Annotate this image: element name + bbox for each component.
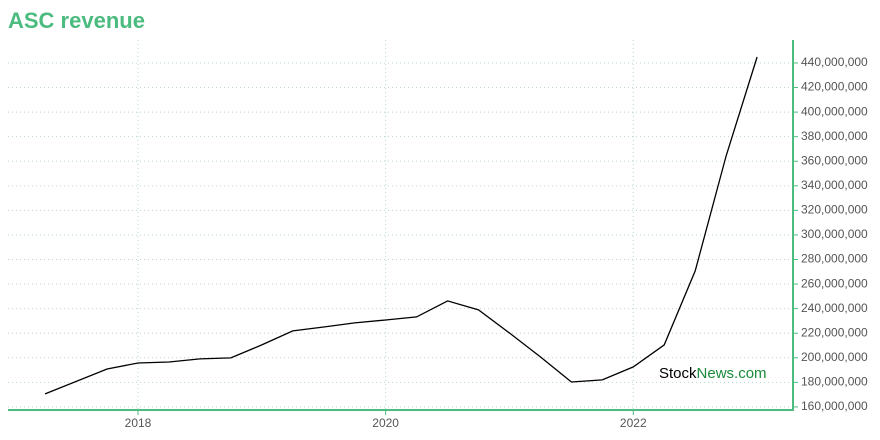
x-tick-label: 2022 xyxy=(620,416,647,430)
series-line xyxy=(44,56,758,395)
y-tick-label: 160,000,000 xyxy=(801,399,868,413)
y-tick-label: 400,000,000 xyxy=(801,104,868,118)
y-tick-label: 240,000,000 xyxy=(801,301,868,315)
watermark-part: Stock xyxy=(659,365,697,382)
y-tick-label: 260,000,000 xyxy=(801,276,868,290)
y-tick-label: 200,000,000 xyxy=(801,350,868,364)
y-tick-label: 340,000,000 xyxy=(801,178,868,192)
y-tick-label: 180,000,000 xyxy=(801,375,868,389)
x-tick-label: 2020 xyxy=(372,416,399,430)
y-tick-label: 220,000,000 xyxy=(801,325,868,339)
watermark: StockNews.com xyxy=(659,365,767,382)
y-tick-label: 360,000,000 xyxy=(801,153,868,167)
y-tick-label: 380,000,000 xyxy=(801,129,868,143)
watermark-part: News.com xyxy=(697,365,767,382)
y-tick-label: 420,000,000 xyxy=(801,80,868,94)
y-tick-label: 300,000,000 xyxy=(801,227,868,241)
x-tick-label: 2018 xyxy=(125,416,152,430)
y-tick-label: 280,000,000 xyxy=(801,252,868,266)
chart-title: ASC revenue xyxy=(8,8,145,33)
y-tick-label: 320,000,000 xyxy=(801,203,868,217)
y-tick-label: 440,000,000 xyxy=(801,55,868,69)
